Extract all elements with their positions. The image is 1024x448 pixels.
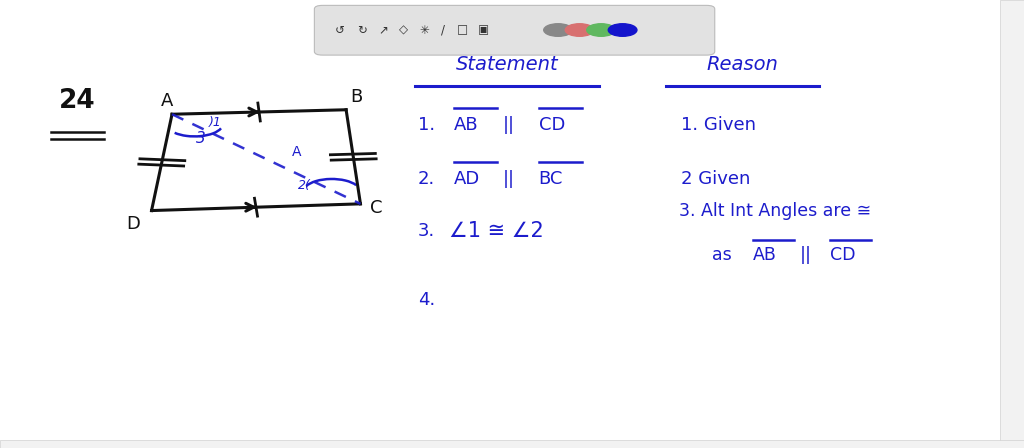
- Text: CD: CD: [539, 116, 565, 134]
- Text: ↻: ↻: [357, 23, 368, 37]
- Text: ▣: ▣: [478, 23, 488, 37]
- Bar: [0, 440, 1024, 448]
- Text: 3.: 3.: [418, 222, 435, 240]
- Text: AB: AB: [454, 116, 478, 134]
- Text: 2(: 2(: [298, 179, 310, 193]
- Text: CD: CD: [830, 246, 856, 264]
- Text: ∠1 ≅ ∠2: ∠1 ≅ ∠2: [449, 221, 544, 241]
- Text: A: A: [161, 92, 173, 110]
- Circle shape: [608, 24, 637, 36]
- Circle shape: [565, 24, 594, 36]
- Text: ||: ||: [503, 170, 515, 188]
- Text: AB: AB: [753, 246, 776, 264]
- Circle shape: [587, 24, 615, 36]
- Text: ||: ||: [800, 246, 812, 264]
- Text: ||: ||: [503, 116, 515, 134]
- Text: 2 Given: 2 Given: [681, 170, 751, 188]
- Text: 3: 3: [196, 131, 206, 146]
- Text: B: B: [350, 88, 362, 106]
- Text: 2.: 2.: [418, 170, 435, 188]
- Text: A: A: [292, 145, 302, 159]
- Text: Statement: Statement: [456, 56, 558, 74]
- Text: 1. Given: 1. Given: [681, 116, 756, 134]
- Text: as: as: [712, 246, 731, 264]
- Text: D: D: [126, 215, 140, 233]
- Text: AD: AD: [454, 170, 480, 188]
- Circle shape: [544, 24, 572, 36]
- FancyBboxPatch shape: [314, 5, 715, 55]
- Text: 4.: 4.: [418, 291, 435, 309]
- Text: /: /: [441, 23, 445, 37]
- Text: ◇: ◇: [399, 23, 408, 37]
- Text: 3. Alt Int Angles are ≅: 3. Alt Int Angles are ≅: [679, 202, 871, 220]
- Text: □: □: [458, 23, 468, 37]
- Text: ✳: ✳: [419, 23, 429, 37]
- Bar: [1000, 0, 1024, 448]
- Text: Reason: Reason: [707, 56, 778, 74]
- Text: C: C: [370, 199, 382, 217]
- Text: ↗: ↗: [378, 23, 388, 37]
- Text: ↺: ↺: [335, 23, 345, 37]
- Text: BC: BC: [539, 170, 563, 188]
- Text: 24: 24: [58, 88, 95, 114]
- Text: 1.: 1.: [418, 116, 435, 134]
- Text: )1: )1: [209, 116, 221, 129]
